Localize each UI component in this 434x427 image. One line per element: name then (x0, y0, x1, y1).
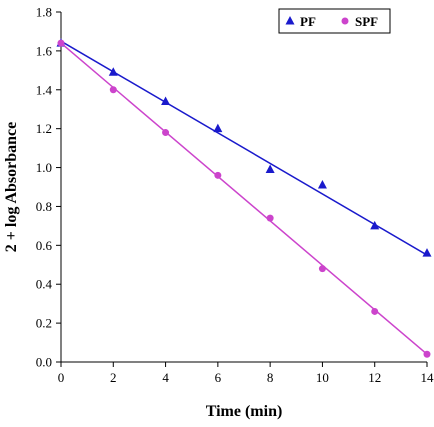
x-axis-label: Time (min) (206, 403, 283, 420)
data-point-spf (57, 39, 65, 47)
x-tick-label: 10 (316, 370, 329, 385)
x-tick-label: 4 (162, 370, 169, 385)
legend-label-spf: SPF (355, 14, 378, 29)
legend-label-pf: PF (300, 14, 316, 29)
legend: PF SPF (278, 8, 391, 34)
y-tick-label: 0.6 (36, 238, 53, 253)
data-point-pf (213, 123, 223, 133)
trendline-spf (60, 42, 428, 355)
axes (60, 12, 427, 363)
data-point-pf (317, 180, 327, 189)
data-point-pf (161, 96, 171, 105)
data-point-spf (109, 86, 117, 94)
x-axis-ticks: 0 2 4 6 8 10 12 14 (58, 362, 434, 385)
plot-background (61, 12, 427, 362)
y-tick-label: 1.8 (36, 5, 52, 20)
legend-box (278, 8, 391, 34)
x-tick-label: 2 (110, 370, 117, 385)
x-tick-label: 0 (58, 370, 65, 385)
data-point-spf (162, 129, 170, 137)
x-tick-label: 8 (267, 370, 274, 385)
y-tick-label: 0.4 (36, 277, 53, 292)
y-tick-label: 1.2 (36, 121, 52, 136)
data-point-spf (423, 350, 431, 358)
data-point-pf (265, 164, 275, 173)
data-point-pf (422, 248, 432, 257)
y-axis-label: 2 + log Absorbance (3, 122, 20, 252)
series-spf (57, 39, 431, 358)
series-layer (56, 38, 432, 358)
y-tick-label: 1.4 (36, 82, 53, 97)
y-tick-label: 1.6 (36, 43, 53, 58)
trendline-pf (60, 40, 428, 256)
y-tick-label: 0.0 (36, 355, 52, 370)
data-point-pf (108, 67, 118, 76)
y-tick-label: 0.2 (36, 316, 52, 331)
y-tick-label: 1.0 (36, 160, 52, 175)
y-axis-ticks: 0.0 0.2 0.4 0.6 0.8 1.0 1.2 1.4 1.6 1.8 (36, 5, 61, 370)
data-point-pf (370, 220, 380, 230)
y-tick-label: 0.8 (36, 199, 52, 214)
legend-marker-spf (341, 17, 349, 25)
x-tick-label: 14 (421, 370, 434, 385)
data-point-spf (214, 171, 222, 179)
plot-area (61, 12, 427, 362)
data-point-spf (318, 265, 326, 273)
x-tick-label: 6 (215, 370, 222, 385)
data-point-spf (371, 307, 379, 315)
legend-marker-pf (285, 16, 295, 25)
data-point-spf (266, 214, 274, 222)
x-tick-label: 12 (368, 370, 381, 385)
